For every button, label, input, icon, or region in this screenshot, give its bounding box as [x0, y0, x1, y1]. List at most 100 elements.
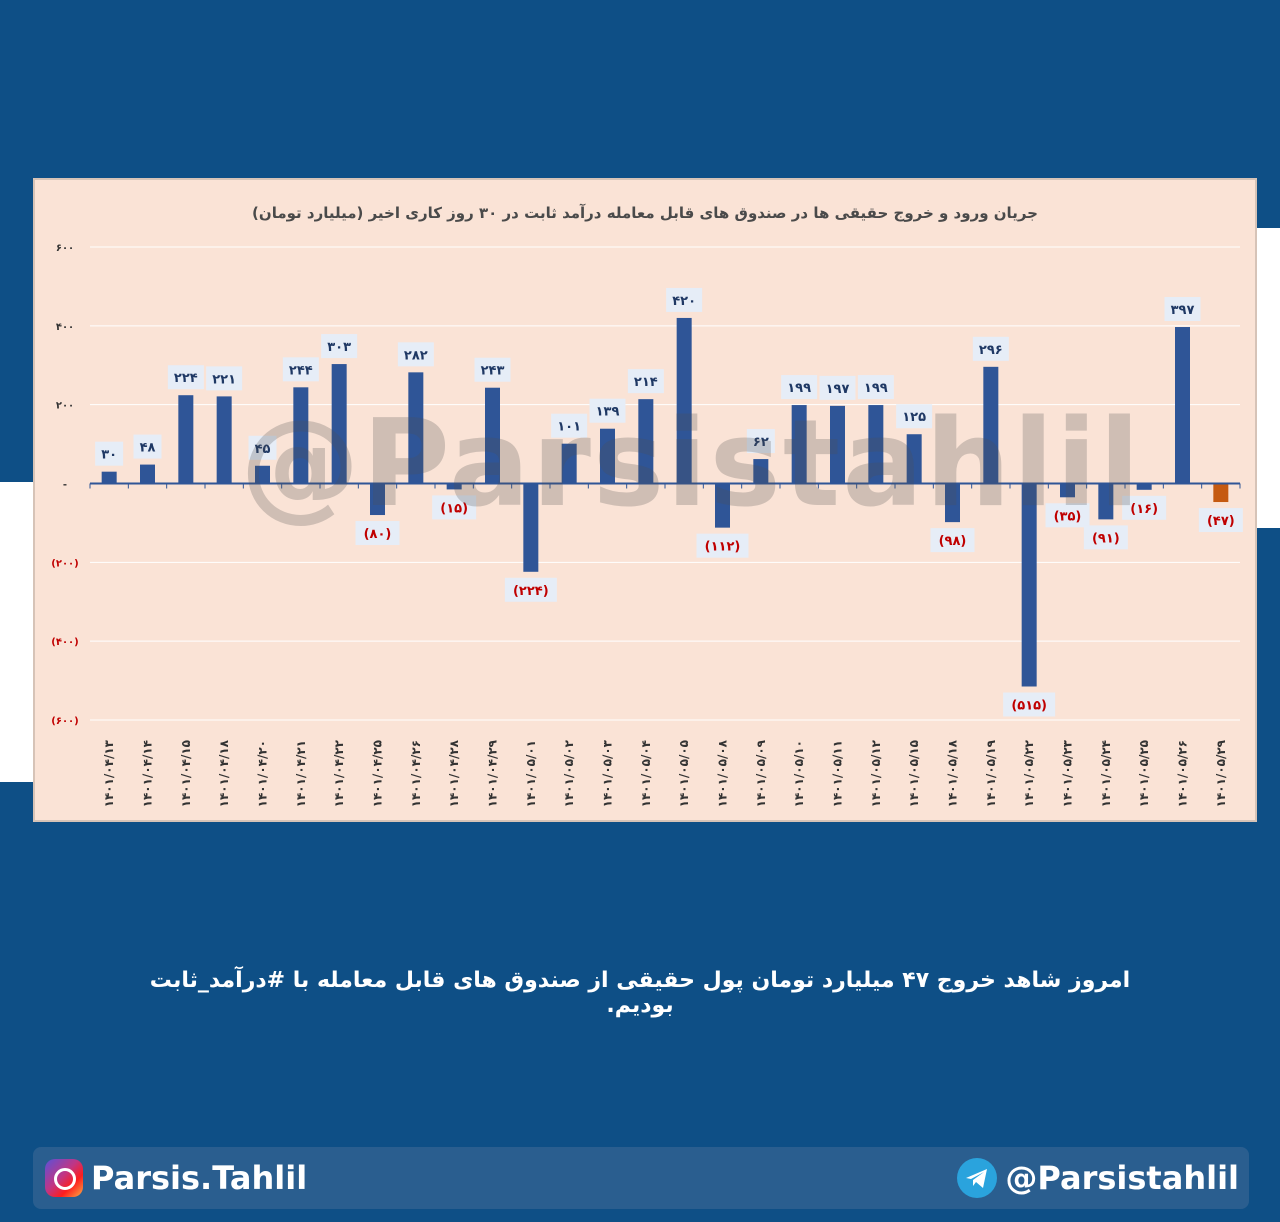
bar	[791, 405, 807, 484]
data-label: ۳۹۷	[1171, 303, 1195, 318]
x-tick-label: ۱۴۰۱/۰۵/۱۸	[946, 739, 960, 807]
bar	[561, 443, 577, 484]
data-label: ۲۹۶	[979, 343, 1003, 358]
bar	[446, 483, 462, 490]
bar	[1175, 327, 1190, 484]
x-tick-label: ۱۴۰۱/۰۵/۰۹	[754, 739, 768, 807]
data-label: ۴۸	[140, 441, 156, 456]
bar	[983, 366, 999, 484]
data-label: (۱۱۲)	[705, 540, 741, 555]
x-tick-label: ۱۴۰۱/۰۵/۲۹	[1214, 739, 1228, 807]
data-label: (۳۵)	[1054, 509, 1082, 524]
x-tick-label: ۱۴۰۱/۰۴/۲۲	[332, 739, 346, 807]
data-label-box	[551, 413, 588, 438]
instagram-link[interactable]: Parsis.Tahlil	[45, 1157, 307, 1199]
data-label: (۵۱۵)	[1011, 698, 1047, 713]
data-label-box	[930, 528, 975, 553]
bar	[216, 396, 232, 484]
data-label-box	[504, 577, 557, 602]
data-label: ۲۲۱	[212, 372, 236, 387]
x-tick-label: ۱۴۰۱/۰۵/۱۲	[869, 739, 883, 807]
y-tick-label: ۴۰۰	[56, 322, 74, 333]
data-label-box	[627, 369, 664, 394]
x-tick-label: ۱۴۰۱/۰۴/۱۳	[102, 739, 116, 807]
y-tick-label: ۲۰۰	[56, 401, 74, 412]
data-label-box	[1045, 503, 1090, 528]
bar	[1021, 483, 1037, 687]
data-label-box	[972, 336, 1009, 361]
telegram-link[interactable]: @Parsistahlil	[957, 1157, 1239, 1199]
data-label: ۲۴۴	[289, 363, 313, 378]
y-tick-label: ۶۰۰	[56, 243, 74, 254]
data-label: (۱۶)	[1130, 502, 1158, 517]
data-label: ۲۱۴	[634, 375, 658, 390]
data-label-box	[666, 287, 703, 312]
x-tick-label: ۱۴۰۱/۰۵/۲۳	[1061, 739, 1075, 807]
footer-bar: Parsis.Tahlil @Parsistahlil	[33, 1147, 1249, 1209]
data-label: ۳۰۳	[327, 340, 351, 355]
x-tick-label: ۱۴۰۱/۰۴/۲۶	[409, 740, 423, 807]
bar	[830, 405, 845, 484]
data-label-box	[896, 404, 933, 429]
data-label: (۸۰)	[364, 527, 392, 542]
data-label-box	[321, 334, 358, 359]
x-tick-label: ۱۴۰۱/۰۵/۰۵	[677, 740, 691, 807]
data-label: (۴۷)	[1207, 514, 1235, 529]
data-label: ۱۲۵	[902, 410, 926, 425]
bar	[906, 434, 922, 484]
data-label: ۶۲	[753, 435, 769, 450]
data-label: ۳۰	[101, 448, 117, 463]
data-label-box	[696, 533, 749, 558]
data-label: (۹۱)	[1092, 531, 1120, 546]
data-label-box	[1198, 508, 1243, 533]
x-tick-label: ۱۴۰۱/۰۴/۱۸	[217, 739, 231, 807]
bar	[1060, 483, 1075, 498]
bar	[485, 387, 500, 484]
data-label-box	[248, 435, 277, 460]
x-tick-label: ۱۴۰۱/۰۵/۱۹	[984, 739, 998, 807]
data-label-box	[95, 441, 124, 466]
y-tick-label: (۲۰۰)	[51, 558, 78, 569]
x-tick-label: ۱۴۰۱/۰۴/۱۵	[179, 740, 193, 807]
x-tick-label: ۱۴۰۱/۰۵/۰۸	[716, 739, 730, 807]
chart-card: جریان ورود و خروج حقیقی ها در صندوق های …	[33, 178, 1257, 822]
data-label-box	[819, 375, 856, 400]
telegram-handle: @Parsistahlil	[1005, 1159, 1239, 1197]
y-tick-label: (۶۰۰)	[51, 716, 78, 727]
caption: امروز شاهد خروج ۴۷ میلیارد تومان پول حقی…	[149, 968, 1131, 1018]
instagram-icon	[45, 1159, 83, 1197]
bar	[1136, 483, 1152, 490]
x-tick-label: ۱۴۰۱/۰۵/۰۱	[524, 740, 538, 807]
data-label-box	[1003, 692, 1056, 717]
x-tick-label: ۱۴۰۱/۰۵/۲۲	[1022, 739, 1036, 807]
x-tick-label: ۱۴۰۱/۰۴/۲۱	[294, 740, 308, 807]
x-tick-label: ۱۴۰۱/۰۴/۲۵	[371, 740, 385, 807]
x-tick-label: ۱۴۰۱/۰۵/۲۵	[1137, 740, 1151, 807]
data-label-box	[282, 357, 319, 382]
x-tick-label: ۱۴۰۱/۰۴/۲۹	[486, 739, 500, 807]
data-label-box	[167, 365, 204, 390]
data-label-box	[474, 357, 511, 382]
x-tick-label: ۱۴۰۱/۰۵/۱۵	[907, 740, 921, 807]
bar	[1098, 483, 1114, 520]
data-label-box	[133, 434, 162, 459]
data-label-box	[206, 366, 243, 391]
data-label: ۲۴۳	[481, 364, 505, 379]
bar	[676, 317, 692, 484]
data-label: (۱۵)	[440, 501, 468, 516]
instagram-handle: Parsis.Tahlil	[91, 1159, 308, 1197]
x-tick-label: ۱۴۰۱/۰۵/۰۲	[562, 739, 576, 807]
bar	[715, 483, 730, 528]
chart-title: جریان ورود و خروج حقیقی ها در صندوق های …	[252, 204, 1038, 222]
x-tick-label: ۱۴۰۱/۰۴/۲۰	[256, 740, 270, 807]
data-label: ۱۳۹	[596, 405, 620, 420]
data-label-box	[746, 429, 775, 454]
y-tick-label: (۴۰۰)	[51, 637, 78, 648]
data-label: (۲۲۴)	[513, 584, 549, 599]
data-label: ۱۹۷	[826, 382, 850, 397]
data-label: ۴۲۰	[672, 294, 696, 309]
bar	[945, 483, 960, 523]
bar	[293, 387, 309, 484]
bar	[408, 372, 424, 484]
x-tick-label: ۱۴۰۱/۰۵/۰۳	[601, 739, 615, 807]
